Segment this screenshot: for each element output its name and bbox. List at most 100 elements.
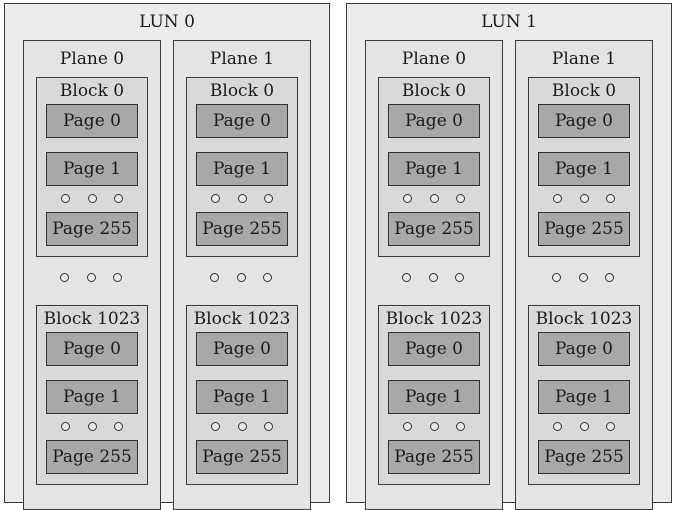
page-box: Page 1	[388, 152, 480, 186]
ellipsis-dot	[552, 273, 561, 282]
ellipsis-dot	[236, 273, 246, 282]
page-box: Page 1	[196, 380, 288, 414]
plane-label: Plane 1	[551, 49, 617, 69]
page-label: Page 0	[213, 111, 271, 131]
ellipsis-dot	[429, 194, 439, 203]
page-ellipsis	[61, 194, 123, 203]
page-box: Page 0	[46, 332, 138, 366]
ellipsis-dot	[87, 422, 97, 431]
lun-box: LUN 1 Plane 0 Block 0 Page 0 Page 1 Page 255 B…	[346, 3, 672, 510]
page-box: Page 0	[196, 104, 288, 138]
page-box: Page 1	[46, 380, 138, 414]
page-label: Page 1	[405, 387, 463, 407]
page-label: Page 1	[555, 387, 613, 407]
ellipsis-dot	[403, 422, 412, 431]
ellipsis-dot	[263, 273, 272, 282]
block-box: Block 0 Page 0 Page 1 Page 255	[528, 77, 640, 257]
block-label: Block 1023	[193, 309, 291, 329]
page-label: Page 0	[555, 111, 613, 131]
ellipsis-dot	[237, 194, 247, 203]
page-label: Page 255	[52, 219, 132, 239]
ellipsis-dot	[579, 422, 589, 431]
page-box: Page 255	[388, 212, 480, 246]
page-box: Page 0	[46, 104, 138, 138]
ellipsis-dot	[578, 273, 588, 282]
page-box: Page 0	[388, 104, 480, 138]
ellipsis-dot	[553, 194, 562, 203]
plane-box: Plane 0 Block 0 Page 0 Page 1 Page 255 Block …	[365, 40, 503, 510]
page-box: Page 1	[388, 380, 480, 414]
plane-box: Plane 1 Block 0 Page 0 Page 1 Page 255 Block …	[173, 40, 311, 510]
page-label: Page 1	[63, 159, 121, 179]
page-ellipsis	[403, 422, 465, 431]
ellipsis-dot	[402, 273, 411, 282]
block-box: Block 1023 Page 0 Page 1 Page 255	[186, 305, 298, 485]
page-box: Page 0	[196, 332, 288, 366]
page-box: Page 0	[538, 104, 630, 138]
ellipsis-dot	[61, 422, 70, 431]
ellipsis-dot	[456, 422, 465, 431]
block-box: Block 0 Page 0 Page 1 Page 255	[378, 77, 490, 257]
page-label: Page 0	[555, 339, 613, 359]
page-label: Page 1	[405, 159, 463, 179]
lun-label: LUN 0	[139, 12, 195, 32]
block-box: Block 0 Page 0 Page 1 Page 255	[36, 77, 148, 257]
page-ellipsis	[553, 422, 615, 431]
ellipsis-dot	[86, 273, 96, 282]
page-label: Page 0	[405, 339, 463, 359]
lun-box: LUN 0 Plane 0 Block 0 Page 0 Page 1 Page 255 B…	[4, 3, 330, 510]
page-label: Page 255	[202, 219, 282, 239]
block-label: Block 0	[59, 81, 125, 101]
lun-label: LUN 1	[481, 12, 537, 32]
ellipsis-dot	[456, 194, 465, 203]
block-label: Block 1023	[385, 309, 483, 329]
page-label: Page 1	[63, 387, 121, 407]
ellipsis-dot	[114, 422, 123, 431]
page-box: Page 1	[46, 152, 138, 186]
page-ellipsis	[211, 422, 273, 431]
page-box: Page 1	[538, 380, 630, 414]
page-label: Page 255	[544, 447, 624, 467]
ellipsis-dot	[403, 194, 412, 203]
page-ellipsis	[211, 194, 273, 203]
page-box: Page 0	[388, 332, 480, 366]
page-box: Page 255	[388, 440, 480, 474]
ellipsis-dot	[61, 194, 70, 203]
plane-label: Plane 0	[401, 49, 467, 69]
ellipsis-dot	[211, 194, 220, 203]
ellipsis-dot	[210, 273, 219, 282]
page-label: Page 1	[555, 159, 613, 179]
block-label: Block 1023	[535, 309, 633, 329]
page-box: Page 0	[538, 332, 630, 366]
ellipsis-dot	[553, 422, 562, 431]
page-box: Page 1	[196, 152, 288, 186]
ellipsis-dot	[264, 422, 273, 431]
ellipsis-dot	[605, 273, 614, 282]
block-box: Block 1023 Page 0 Page 1 Page 255	[378, 305, 490, 485]
block-label: Block 0	[209, 81, 275, 101]
page-box: Page 255	[538, 440, 630, 474]
block-ellipsis	[210, 273, 272, 282]
page-box: Page 255	[46, 440, 138, 474]
page-label: Page 255	[394, 219, 474, 239]
block-label: Block 0	[401, 81, 467, 101]
page-label: Page 255	[202, 447, 282, 467]
page-box: Page 255	[196, 212, 288, 246]
block-ellipsis	[552, 273, 614, 282]
block-label: Block 1023	[43, 309, 141, 329]
block-label: Block 0	[551, 81, 617, 101]
block-ellipsis	[402, 273, 464, 282]
ellipsis-dot	[114, 194, 123, 203]
ellipsis-dot	[579, 194, 589, 203]
ellipsis-dot	[264, 194, 273, 203]
ellipsis-dot	[60, 273, 69, 282]
plane-label: Plane 0	[59, 49, 125, 69]
page-box: Page 255	[538, 212, 630, 246]
block-box: Block 0 Page 0 Page 1 Page 255	[186, 77, 298, 257]
page-box: Page 1	[538, 152, 630, 186]
ellipsis-dot	[606, 422, 615, 431]
page-ellipsis	[553, 194, 615, 203]
block-ellipsis	[60, 273, 122, 282]
page-label: Page 255	[394, 447, 474, 467]
page-box: Page 255	[46, 212, 138, 246]
